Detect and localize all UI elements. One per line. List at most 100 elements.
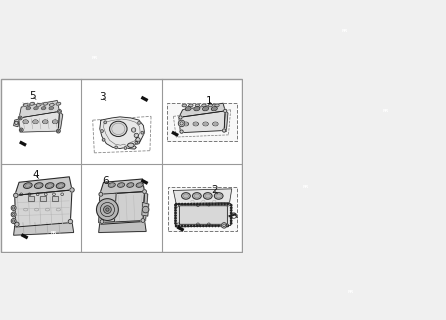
Polygon shape [100,179,145,194]
Circle shape [221,225,222,227]
Ellipse shape [35,108,37,109]
Circle shape [178,120,185,127]
Ellipse shape [128,143,134,148]
Circle shape [231,204,232,206]
Ellipse shape [186,108,190,110]
Bar [171,131,179,137]
Ellipse shape [195,104,199,107]
Ellipse shape [204,123,207,125]
Circle shape [11,219,16,223]
Ellipse shape [182,104,186,107]
Polygon shape [19,100,59,118]
Ellipse shape [194,123,197,125]
Circle shape [215,225,216,227]
Ellipse shape [213,108,216,110]
Circle shape [101,130,103,132]
Circle shape [223,129,226,132]
Ellipse shape [203,193,212,199]
Ellipse shape [50,108,52,109]
Ellipse shape [202,107,209,111]
Ellipse shape [24,183,32,188]
Polygon shape [58,111,63,131]
Bar [52,196,58,201]
Polygon shape [142,203,149,216]
Polygon shape [100,192,145,224]
Circle shape [178,204,180,205]
Ellipse shape [108,183,115,187]
Polygon shape [14,119,19,127]
Ellipse shape [142,206,149,213]
Circle shape [143,190,146,194]
Bar [21,233,29,239]
Ellipse shape [193,193,201,199]
Circle shape [203,204,204,205]
Bar [140,96,149,102]
Circle shape [178,225,180,227]
Circle shape [175,223,176,224]
Ellipse shape [214,123,217,125]
Circle shape [19,128,23,132]
Ellipse shape [34,183,43,188]
Circle shape [14,193,18,197]
Circle shape [179,116,182,119]
Circle shape [57,129,60,133]
Ellipse shape [36,103,41,106]
Bar [168,187,237,231]
Circle shape [206,204,207,205]
Circle shape [182,204,183,205]
Circle shape [218,204,219,205]
Ellipse shape [182,193,190,199]
Circle shape [221,223,227,228]
Polygon shape [224,111,228,132]
Bar [140,179,149,185]
Polygon shape [99,193,116,223]
Ellipse shape [42,108,45,109]
Circle shape [200,204,201,205]
Text: 5: 5 [29,91,36,101]
Polygon shape [19,111,59,132]
Bar [40,196,46,201]
Polygon shape [179,111,225,133]
Circle shape [106,208,109,211]
Ellipse shape [41,107,46,109]
Ellipse shape [56,183,65,188]
Ellipse shape [34,121,37,123]
Ellipse shape [185,123,187,125]
Circle shape [209,225,210,227]
Ellipse shape [50,103,54,106]
Circle shape [212,204,213,205]
Circle shape [58,109,62,113]
Polygon shape [99,220,146,232]
Ellipse shape [136,183,143,187]
Ellipse shape [127,183,134,187]
Circle shape [231,207,232,208]
Circle shape [99,192,103,196]
Polygon shape [179,103,225,117]
Bar [29,196,34,201]
Circle shape [194,204,195,205]
Ellipse shape [23,103,28,106]
Text: FR: FR [302,185,309,189]
Circle shape [102,139,105,141]
Ellipse shape [49,107,54,109]
Circle shape [175,215,176,216]
Text: 6: 6 [102,176,108,186]
Ellipse shape [110,121,127,137]
Ellipse shape [202,104,206,107]
Ellipse shape [214,193,223,199]
Circle shape [231,212,232,214]
Circle shape [135,141,138,144]
Circle shape [231,223,232,224]
Ellipse shape [118,183,124,187]
Circle shape [124,147,127,149]
Circle shape [175,207,176,208]
Text: 1: 1 [206,96,212,106]
Circle shape [200,225,201,227]
Ellipse shape [204,108,207,110]
Circle shape [175,212,176,214]
Circle shape [175,210,176,211]
Circle shape [104,121,107,124]
Circle shape [231,215,232,216]
Bar [29,196,34,201]
Ellipse shape [45,183,54,188]
